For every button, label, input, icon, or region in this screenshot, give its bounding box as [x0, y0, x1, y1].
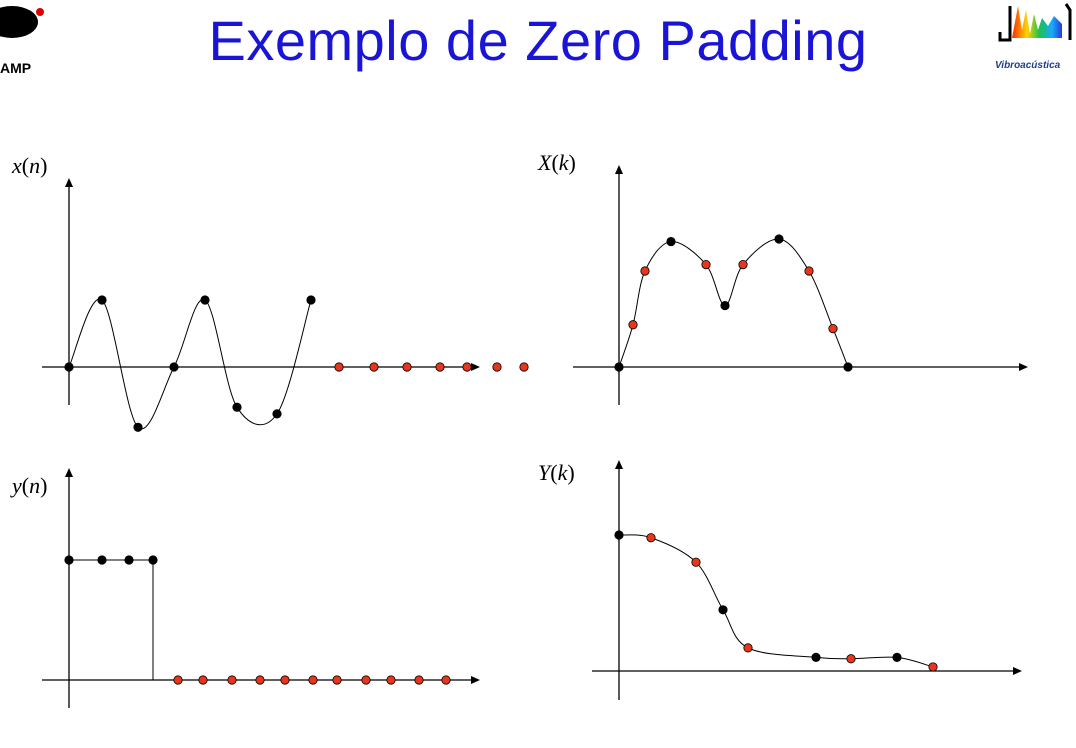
padded-sample-point: [361, 675, 371, 685]
x-axis-arrow: [471, 363, 480, 371]
padded-sample-point: [691, 557, 701, 567]
sample-point: [97, 295, 107, 305]
padded-sample-point: [255, 675, 265, 685]
x-axis-arrow: [1013, 667, 1022, 675]
padded-sample-point: [804, 266, 814, 276]
padded-sample-point: [227, 675, 237, 685]
sample-point: [306, 295, 316, 305]
sample-point: [614, 362, 624, 372]
padded-sample-point: [386, 675, 396, 685]
padded-sample-point: [369, 362, 379, 372]
padded-sample-point: [462, 362, 472, 372]
sample-point: [666, 236, 676, 247]
padded-sample-point: [701, 259, 711, 270]
vibroacustica-logo: [998, 3, 1072, 42]
sample-point: [148, 555, 158, 565]
signal-step: [69, 559, 154, 680]
sample-point: [718, 605, 728, 615]
panel-Y-k: Y(k): [538, 460, 1022, 700]
sample-point: [272, 409, 282, 419]
sample-point: [843, 362, 853, 372]
padded-sample-point: [173, 675, 183, 685]
sample-point: [133, 422, 143, 432]
padded-sample-point: [646, 533, 656, 543]
sample-point: [232, 402, 242, 412]
signal-curve: [618, 238, 849, 368]
y-axis-arrow: [615, 460, 623, 469]
sample-point: [169, 362, 179, 372]
padded-sample-point: [928, 662, 938, 672]
y-axis-label: x(n): [11, 153, 47, 178]
y-axis-arrow: [65, 178, 73, 187]
padded-sample-point: [435, 362, 445, 372]
padded-sample-point: [640, 266, 650, 276]
sample-point: [124, 555, 134, 565]
sample-point: [97, 555, 107, 565]
y-axis-label: X(k): [537, 150, 576, 175]
signal-curve: [618, 534, 934, 668]
sample-point: [614, 530, 624, 540]
y-axis-arrow: [615, 165, 623, 174]
signal-curve: [68, 298, 312, 430]
padded-sample-point: [492, 362, 502, 372]
sample-point: [811, 652, 821, 663]
padded-sample-point: [441, 675, 451, 685]
padded-sample-point: [198, 675, 208, 685]
padded-sample-point: [280, 675, 290, 685]
padded-sample-point: [846, 654, 856, 664]
university-logo-text: AMP: [0, 60, 32, 76]
sample-point: [64, 362, 74, 372]
sample-point: [64, 555, 74, 565]
sample-point: [774, 234, 784, 244]
padded-sample-point: [519, 362, 529, 372]
padded-sample-point: [402, 362, 412, 372]
padded-sample-point: [308, 675, 318, 685]
page-title: Exemplo de Zero Padding: [208, 9, 868, 72]
x-axis-arrow: [471, 676, 480, 684]
panel-y-n: y(n): [10, 468, 480, 708]
panel-X-k: X(k): [537, 150, 1028, 405]
padded-sample-point: [828, 323, 838, 334]
x-axis-arrow: [1019, 363, 1028, 371]
padded-sample-point: [414, 675, 424, 685]
y-axis-label: Y(k): [538, 460, 575, 485]
sample-point: [720, 300, 730, 311]
sample-point: [200, 295, 210, 305]
padded-sample-point: [738, 259, 748, 270]
panel-x-n: x(n): [11, 153, 529, 432]
y-axis-arrow: [65, 468, 73, 477]
sample-point: [892, 652, 902, 663]
y-axis-label: y(n): [10, 473, 47, 498]
padded-sample-point: [743, 643, 753, 653]
padded-sample-point: [332, 675, 342, 685]
padded-sample-point: [334, 362, 344, 372]
vibroacustica-logo-text: Vibroacústica: [995, 60, 1061, 71]
padded-sample-point: [628, 320, 638, 330]
university-logo: [0, 6, 44, 38]
